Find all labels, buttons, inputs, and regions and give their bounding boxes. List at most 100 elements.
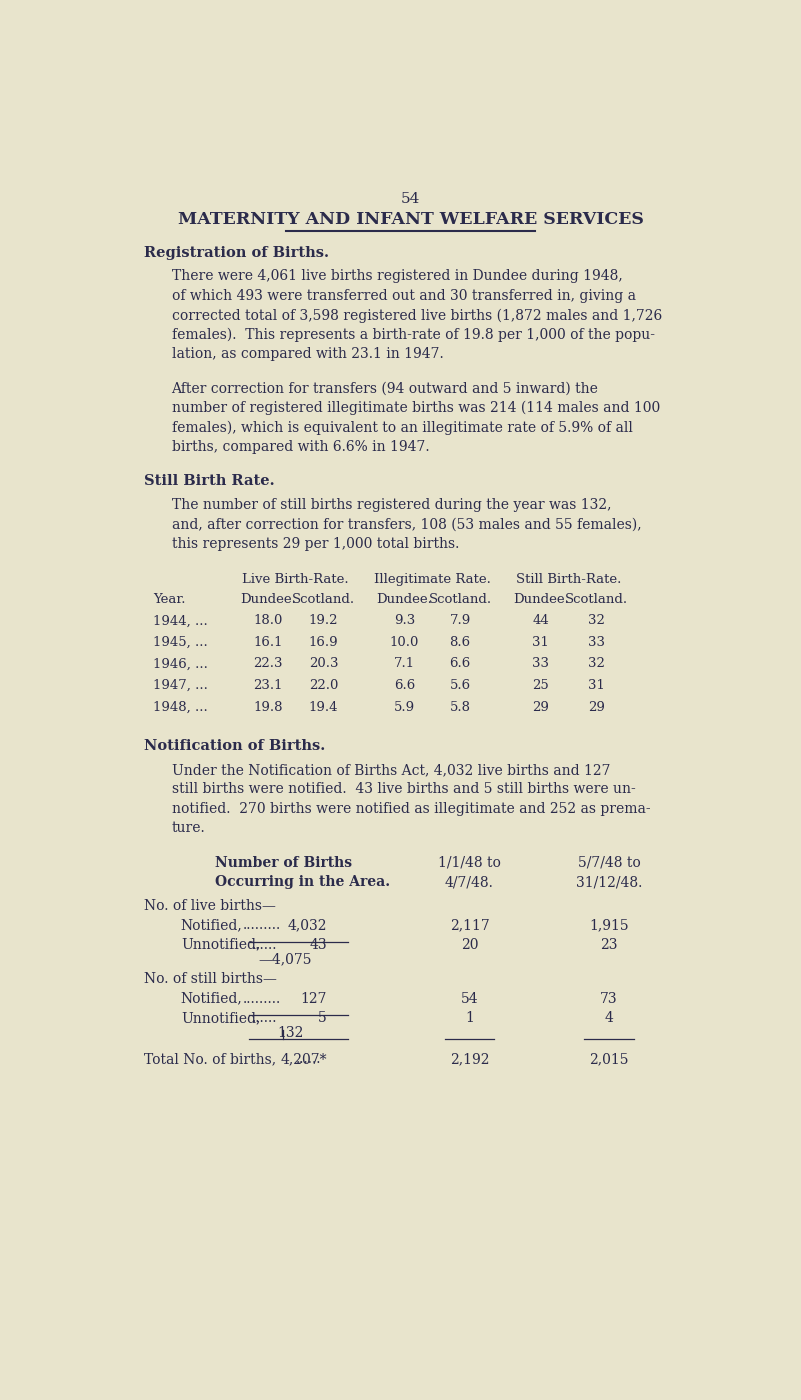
Text: There were 4,061 live births registered in Dundee during 1948,: There were 4,061 live births registered … — [171, 269, 622, 283]
Text: 16.1: 16.1 — [253, 636, 283, 648]
Text: 22.3: 22.3 — [253, 658, 283, 671]
Text: 5.6: 5.6 — [449, 679, 471, 692]
Text: Still Birth Rate.: Still Birth Rate. — [143, 475, 274, 489]
Text: 31/12/48.: 31/12/48. — [576, 875, 642, 889]
Text: Notified,: Notified, — [181, 918, 243, 932]
Text: ture.: ture. — [171, 822, 205, 836]
Text: Live Birth-Rate.: Live Birth-Rate. — [243, 574, 349, 587]
Text: 4/7/48.: 4/7/48. — [445, 875, 494, 889]
Text: 73: 73 — [600, 991, 618, 1005]
Text: 54: 54 — [461, 991, 478, 1005]
Text: 5.9: 5.9 — [394, 700, 415, 714]
Text: 5/7/48 to: 5/7/48 to — [578, 855, 641, 869]
Text: ......: ...... — [296, 1051, 321, 1065]
Text: Still Birth-Rate.: Still Birth-Rate. — [516, 574, 622, 587]
Text: —4,075: —4,075 — [259, 953, 312, 967]
Text: 25: 25 — [533, 679, 549, 692]
Text: of which 493 were transferred out and 30 transferred in, giving a: of which 493 were transferred out and 30… — [171, 288, 635, 302]
Text: 29: 29 — [533, 700, 549, 714]
Text: 5: 5 — [318, 1011, 327, 1025]
Text: 23.1: 23.1 — [253, 679, 283, 692]
Text: 29: 29 — [588, 700, 606, 714]
Text: 7.9: 7.9 — [449, 615, 471, 627]
Text: 16.9: 16.9 — [309, 636, 338, 648]
Text: 1/1/48 to: 1/1/48 to — [438, 855, 501, 869]
Text: Unnotified,: Unnotified, — [181, 938, 260, 952]
Text: Number of Births: Number of Births — [215, 855, 352, 869]
Text: 54: 54 — [400, 192, 421, 206]
Text: females), which is equivalent to an illegitimate rate of 5.9% of all: females), which is equivalent to an ille… — [171, 420, 632, 434]
Text: 5.8: 5.8 — [449, 700, 471, 714]
Text: .........: ......... — [243, 991, 281, 1005]
Text: 1945, ...: 1945, ... — [153, 636, 207, 648]
Text: Year.: Year. — [153, 592, 185, 606]
Text: 9.3: 9.3 — [393, 615, 415, 627]
Text: Illegitimate Rate.: Illegitimate Rate. — [374, 574, 491, 587]
Text: 7.1: 7.1 — [394, 658, 415, 671]
Text: 1: 1 — [465, 1011, 474, 1025]
Text: 18.0: 18.0 — [253, 615, 283, 627]
Text: 6.6: 6.6 — [449, 658, 471, 671]
Text: ......: ...... — [252, 1011, 278, 1025]
Text: MATERNITY AND INFANT WELFARE SERVICES: MATERNITY AND INFANT WELFARE SERVICES — [178, 211, 643, 228]
Text: Under the Notification of Births Act, 4,032 live births and 127: Under the Notification of Births Act, 4,… — [171, 763, 610, 777]
Text: 19.4: 19.4 — [309, 700, 338, 714]
Text: 10.0: 10.0 — [389, 636, 419, 648]
Text: Dundee.: Dundee. — [513, 592, 569, 606]
Text: this represents 29 per 1,000 total births.: this represents 29 per 1,000 total birth… — [171, 536, 459, 550]
Text: lation, as compared with 23.1 in 1947.: lation, as compared with 23.1 in 1947. — [171, 347, 443, 361]
Text: No. of still births—: No. of still births— — [143, 972, 276, 986]
Text: After correction for transfers (94 outward and 5 inward) the: After correction for transfers (94 outwa… — [171, 381, 598, 395]
Text: 32: 32 — [588, 658, 606, 671]
Text: notified.  270 births were notified as illegitimate and 252 as prema-: notified. 270 births were notified as il… — [171, 802, 650, 816]
Text: 1947, ...: 1947, ... — [153, 679, 207, 692]
Text: Scotland.: Scotland. — [566, 592, 628, 606]
Text: females).  This represents a birth-rate of 19.8 per 1,000 of the popu-: females). This represents a birth-rate o… — [171, 328, 654, 342]
Text: Notified,: Notified, — [181, 991, 243, 1005]
Text: 1,915: 1,915 — [590, 918, 629, 932]
Text: still births were notified.  43 live births and 5 still births were un-: still births were notified. 43 live birt… — [171, 783, 635, 797]
Text: 2,117: 2,117 — [449, 918, 489, 932]
Text: ......: ...... — [252, 938, 278, 952]
Text: 4,032: 4,032 — [288, 918, 327, 932]
Text: births, compared with 6.6% in 1947.: births, compared with 6.6% in 1947. — [171, 440, 429, 454]
Text: 6.6: 6.6 — [393, 679, 415, 692]
Text: 31: 31 — [588, 679, 606, 692]
Text: 31: 31 — [533, 636, 549, 648]
Text: number of registered illegitimate births was 214 (114 males and 100: number of registered illegitimate births… — [171, 400, 660, 416]
Text: 1944, ...: 1944, ... — [153, 615, 207, 627]
Text: 4,207*: 4,207* — [280, 1051, 327, 1065]
Text: .........: ......... — [243, 918, 281, 932]
Text: Scotland.: Scotland. — [429, 592, 492, 606]
Text: Occurring in the Area.: Occurring in the Area. — [215, 875, 390, 889]
Text: 23: 23 — [601, 938, 618, 952]
Text: 22.0: 22.0 — [309, 679, 338, 692]
Text: Registration of Births.: Registration of Births. — [143, 245, 328, 259]
Text: 44: 44 — [533, 615, 549, 627]
Text: Notification of Births.: Notification of Births. — [143, 739, 325, 753]
Text: Unnotified,: Unnotified, — [181, 1011, 260, 1025]
Text: and, after correction for transfers, 108 (53 males and 55 females),: and, after correction for transfers, 108… — [171, 517, 641, 531]
Text: Total No. of births,: Total No. of births, — [143, 1051, 276, 1065]
Text: 8.6: 8.6 — [449, 636, 471, 648]
Text: Dundee.: Dundee. — [376, 592, 433, 606]
Text: 2,192: 2,192 — [449, 1051, 489, 1065]
Text: Dundee.: Dundee. — [239, 592, 296, 606]
Text: 1948, ...: 1948, ... — [153, 700, 207, 714]
Text: 127: 127 — [300, 991, 327, 1005]
Text: 33: 33 — [588, 636, 606, 648]
Text: 20.3: 20.3 — [309, 658, 338, 671]
Text: 43: 43 — [309, 938, 327, 952]
Text: 32: 32 — [588, 615, 606, 627]
Text: The number of still births registered during the year was 132,: The number of still births registered du… — [171, 498, 611, 512]
Text: 20: 20 — [461, 938, 478, 952]
Text: 4: 4 — [605, 1011, 614, 1025]
Text: 19.8: 19.8 — [253, 700, 283, 714]
Text: 2,015: 2,015 — [590, 1051, 629, 1065]
Text: 33: 33 — [533, 658, 549, 671]
Text: corrected total of 3,598 registered live births (1,872 males and 1,726: corrected total of 3,598 registered live… — [171, 308, 662, 322]
Text: 1946, ...: 1946, ... — [153, 658, 207, 671]
Text: No. of live births—: No. of live births— — [143, 899, 276, 913]
Text: 132: 132 — [277, 1026, 304, 1040]
Text: Scotland.: Scotland. — [292, 592, 355, 606]
